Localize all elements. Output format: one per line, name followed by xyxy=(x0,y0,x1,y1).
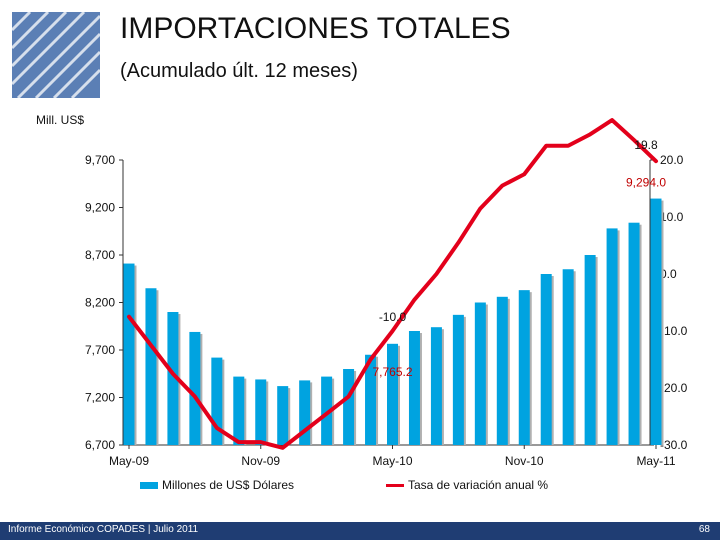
bar xyxy=(299,380,311,445)
bar xyxy=(628,222,640,445)
bar xyxy=(189,331,201,445)
line-point xyxy=(281,446,285,450)
left-tick-label: 9,700 xyxy=(85,153,115,167)
x-tick-label: Nov-09 xyxy=(241,454,280,468)
legend-bar-label: Millones de US$ Dólares xyxy=(162,478,295,492)
legend-line-swatch xyxy=(386,484,404,488)
page-subtitle: (Acumulado últ. 12 meses) xyxy=(120,60,358,82)
left-tick-label: 9,200 xyxy=(85,201,115,215)
bar xyxy=(584,255,596,445)
line-point xyxy=(303,429,307,433)
line-point xyxy=(127,315,131,319)
bar xyxy=(518,290,530,445)
bar xyxy=(474,302,486,445)
data-label: 9,294.0 xyxy=(626,176,666,190)
line-point xyxy=(369,358,373,361)
right-tick-label: -10.0 xyxy=(660,324,688,338)
right-tick-label: 10.0 xyxy=(660,210,684,224)
bar xyxy=(123,263,135,445)
line-point xyxy=(478,206,482,210)
bar xyxy=(321,376,333,445)
footer-bar xyxy=(0,522,720,540)
right-tick-label: -20.0 xyxy=(660,381,688,395)
bar xyxy=(496,296,508,445)
line-point xyxy=(434,272,438,276)
bar xyxy=(343,369,355,445)
right-tick-label: -30.0 xyxy=(660,438,688,452)
line-point xyxy=(391,329,394,333)
data-label: -10.0 xyxy=(379,310,407,324)
bar xyxy=(650,198,662,445)
page-title: IMPORTACIONES TOTALES xyxy=(120,12,511,45)
line-point xyxy=(237,440,241,444)
bar xyxy=(430,327,442,445)
legend-bar-swatch xyxy=(140,482,158,490)
line-point xyxy=(215,426,219,430)
left-tick-label: 6,700 xyxy=(85,438,115,452)
line-point xyxy=(347,395,351,399)
x-tick-label: May-10 xyxy=(372,454,412,468)
line-point xyxy=(544,144,548,148)
bar xyxy=(211,357,223,445)
x-tick-label: Nov-10 xyxy=(505,454,544,468)
line-point xyxy=(522,172,526,176)
unit-label: Mill. US$ xyxy=(36,113,85,127)
data-label: 7,765.2 xyxy=(372,365,412,379)
right-tick-label: 20.0 xyxy=(660,153,684,167)
legend-bars: Millones de US$ Dólares xyxy=(140,478,294,492)
line-point xyxy=(412,298,416,302)
bar xyxy=(233,376,245,445)
data-label: 19.8 xyxy=(634,138,658,152)
bar xyxy=(408,331,420,445)
bar xyxy=(255,379,267,445)
bar xyxy=(277,386,289,445)
right-tick-label: 0.0 xyxy=(660,267,677,281)
legend-line-label: Tasa de variación anual % xyxy=(408,478,549,492)
line-point xyxy=(566,144,570,148)
line-point xyxy=(325,412,329,416)
page-number: 68 xyxy=(698,524,710,535)
bar xyxy=(167,312,179,445)
line-point xyxy=(632,138,636,142)
left-tick-label: 7,700 xyxy=(85,343,115,357)
line-point xyxy=(654,159,658,163)
bar xyxy=(387,343,398,445)
left-tick-label: 7,200 xyxy=(85,391,115,405)
left-tick-label: 8,700 xyxy=(85,248,115,262)
copades-logo xyxy=(10,10,102,100)
line-point xyxy=(259,440,263,444)
bar xyxy=(452,314,464,445)
line-point xyxy=(500,184,504,188)
left-tick-label: 8,200 xyxy=(85,296,115,310)
bar xyxy=(365,354,377,445)
x-tick-label: May-09 xyxy=(109,454,149,468)
x-tick-label: May-11 xyxy=(636,454,675,468)
bar xyxy=(145,288,157,445)
footer-source: Informe Económico COPADES | Julio 2011 xyxy=(8,524,199,535)
bar xyxy=(540,274,552,445)
bar xyxy=(562,269,574,445)
line-point xyxy=(610,118,614,122)
legend-line: Tasa de variación anual % xyxy=(386,478,548,492)
line-point xyxy=(171,372,175,376)
bar xyxy=(606,228,618,445)
line-point xyxy=(149,343,153,347)
line-point xyxy=(193,395,197,399)
line-point xyxy=(588,132,592,136)
line-point xyxy=(456,241,460,245)
